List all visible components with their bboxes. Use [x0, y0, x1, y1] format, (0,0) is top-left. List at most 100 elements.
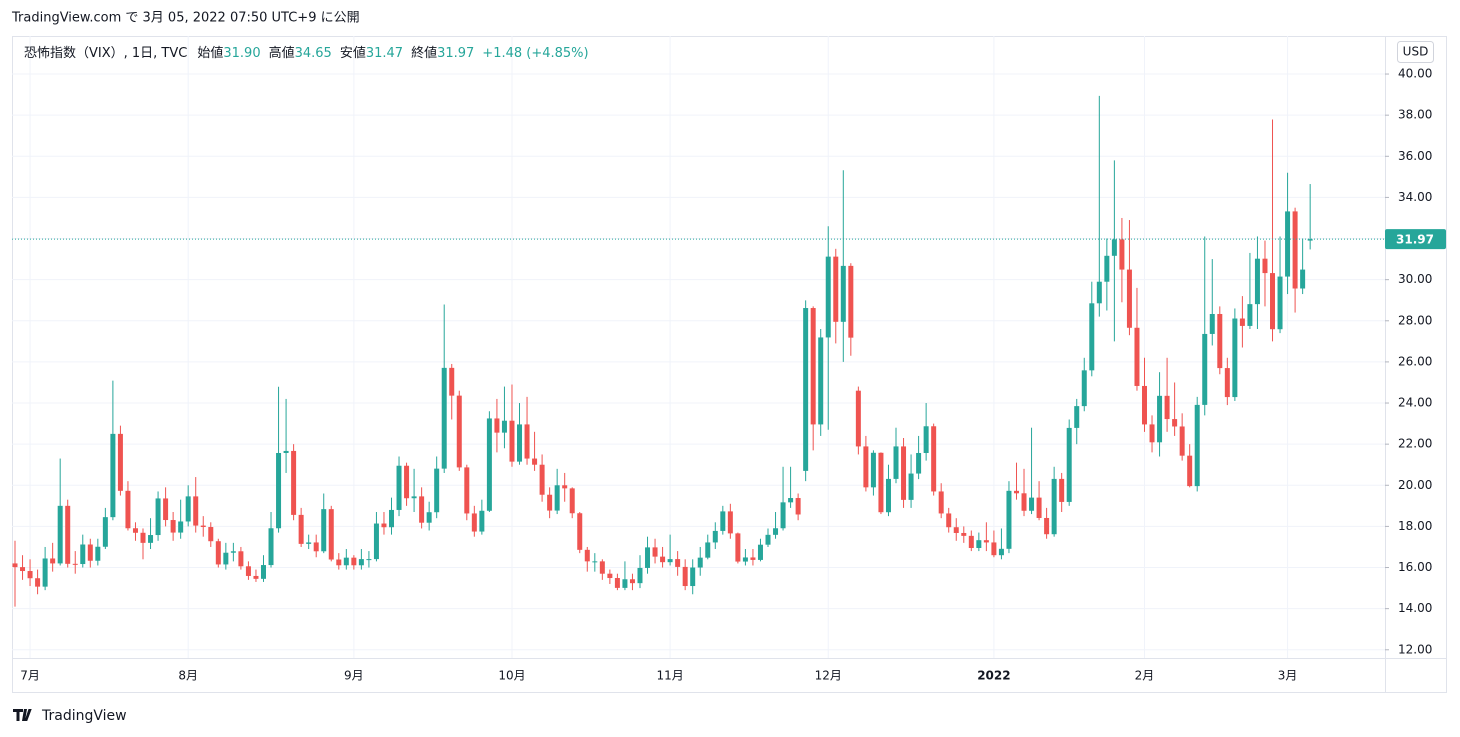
candle-body [1044, 517, 1050, 535]
candle-body [321, 509, 327, 552]
candle-body [1254, 258, 1260, 305]
legend-field-name: 安値 [340, 45, 366, 61]
y-tick-label: 34.00 [1398, 190, 1432, 204]
currency-button[interactable] [1397, 41, 1434, 63]
candle-body [908, 473, 914, 500]
candle-body [1142, 385, 1147, 425]
candle-body [825, 256, 831, 338]
legend-field-name: 終値 [411, 45, 437, 61]
candle-body [381, 523, 387, 528]
candle-body [1194, 404, 1200, 487]
candle-body [938, 491, 944, 514]
candle-body [501, 420, 507, 433]
candle-body [1202, 333, 1208, 405]
y-tick-label: 22.00 [1398, 437, 1432, 451]
candle-body [742, 557, 748, 562]
candle-body [998, 548, 1004, 556]
candle-body [411, 496, 417, 499]
candle-body [50, 558, 56, 564]
candle-body [592, 561, 598, 563]
candle-body [170, 520, 176, 533]
candle-body [1051, 478, 1057, 535]
candle-body [373, 523, 379, 560]
candle-body [818, 337, 824, 425]
brand-logo [13, 709, 32, 721]
candle-body [645, 547, 651, 568]
candle-body [27, 571, 33, 579]
candle-body [878, 452, 884, 513]
candle-body [833, 256, 839, 322]
candle-body [283, 450, 289, 453]
candle-body [607, 573, 613, 579]
candle-body [193, 496, 199, 526]
candle-body [1149, 424, 1155, 443]
candle-body [1247, 304, 1253, 326]
candle-body [885, 478, 891, 513]
candle-body [471, 513, 477, 532]
candle-body [735, 533, 741, 562]
candle-body [946, 513, 952, 528]
candle-body [1021, 493, 1027, 511]
candle-body [140, 532, 146, 543]
candle-body [1119, 239, 1125, 270]
candle-body [961, 532, 967, 536]
candle-body [1013, 490, 1019, 494]
candle-body [65, 505, 71, 564]
y-tick-label: 36.00 [1398, 149, 1432, 163]
candle-body [1006, 490, 1012, 549]
candle-body [953, 527, 959, 533]
candle-body [554, 485, 560, 511]
candle-body [1277, 276, 1283, 330]
candle-body [712, 530, 718, 543]
candle-body [667, 559, 673, 563]
candle-body [449, 367, 455, 396]
candle-body [720, 511, 726, 531]
y-tick-label: 24.00 [1398, 396, 1432, 410]
candle-body [810, 308, 816, 425]
candle-body [1307, 239, 1313, 241]
candle-body [132, 528, 138, 533]
candle-body [494, 418, 500, 433]
x-tick-label: 9月 [344, 669, 364, 683]
candle-body [524, 424, 530, 459]
candle-body [652, 547, 658, 557]
candle-body [803, 308, 809, 471]
candle-body [637, 567, 643, 584]
candle-body [57, 505, 63, 564]
candle-body [660, 556, 666, 563]
candle-body [1187, 455, 1193, 487]
candle-body [238, 551, 244, 567]
candle-body [682, 566, 688, 587]
candle-body [539, 464, 545, 495]
legend-field-value: 31.47 [366, 46, 403, 61]
candle-body [1270, 273, 1276, 330]
candle-body [313, 542, 319, 552]
candle-body [1262, 258, 1268, 274]
candle-body [757, 544, 763, 560]
candle-body [343, 557, 349, 566]
candle-body [35, 578, 41, 587]
candle-body [1059, 478, 1065, 502]
y-tick-label: 28.00 [1398, 313, 1432, 327]
candle-body [351, 557, 357, 566]
candle-body [102, 517, 108, 547]
candle-body [80, 544, 86, 565]
candle-body [298, 514, 304, 544]
candle-body [968, 535, 974, 548]
candle-body [1224, 368, 1230, 398]
last-price-label: 31.97 [1396, 233, 1434, 247]
candle-body [705, 542, 711, 558]
x-tick-label: 8月 [178, 669, 198, 683]
x-tick-label: 3月 [1278, 669, 1298, 683]
candle-body [479, 510, 485, 532]
legend-field-name: 高値 [269, 45, 295, 61]
candle-body [765, 534, 771, 545]
y-tick-label: 16.00 [1398, 560, 1432, 574]
candle-body [1157, 395, 1163, 443]
candle-body [12, 563, 18, 568]
x-tick-label: 2022 [977, 669, 1010, 683]
candle-body [991, 542, 997, 556]
candle-body [983, 540, 989, 543]
candle-body [20, 567, 26, 572]
legend-symbol: 恐怖指数（VIX）, 1日, TVC [24, 45, 187, 61]
